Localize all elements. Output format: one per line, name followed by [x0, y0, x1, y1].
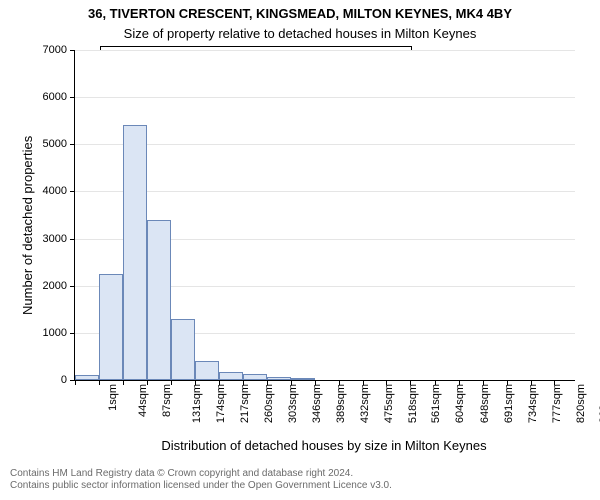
xtick-mark — [243, 380, 244, 385]
histogram-bar — [195, 361, 219, 380]
xtick-label: 734sqm — [527, 384, 539, 423]
gridline — [75, 144, 575, 145]
xtick-mark — [315, 380, 316, 385]
histogram-bar — [75, 375, 99, 380]
histogram-bar — [123, 125, 147, 380]
xtick-mark — [99, 380, 100, 385]
ytick-label: 1000 — [43, 327, 67, 339]
xtick-mark — [171, 380, 172, 385]
xtick-label: 174sqm — [215, 384, 227, 423]
xtick-mark — [195, 380, 196, 385]
xtick-mark — [363, 380, 364, 385]
ytick-mark — [70, 50, 75, 51]
ytick-mark — [70, 333, 75, 334]
xtick-label: 604sqm — [455, 384, 467, 423]
xtick-mark — [291, 380, 292, 385]
xtick-label: 303sqm — [287, 384, 299, 423]
xtick-label: 260sqm — [263, 384, 275, 423]
chart-title-sub: Size of property relative to detached ho… — [0, 26, 600, 41]
ytick-label: 6000 — [43, 91, 67, 103]
histogram-bar — [243, 374, 267, 380]
chart-container: 36, TIVERTON CRESCENT, KINGSMEAD, MILTON… — [0, 0, 600, 500]
xtick-label: 131sqm — [191, 384, 203, 423]
xtick-mark — [123, 380, 124, 385]
xtick-label: 44sqm — [137, 384, 149, 417]
histogram-bar — [147, 220, 171, 380]
xtick-mark — [75, 380, 76, 385]
y-axis-label: Number of detached properties — [20, 136, 35, 315]
xtick-label: 432sqm — [359, 384, 371, 423]
ytick-label: 2000 — [43, 280, 67, 292]
xtick-label: 1sqm — [107, 384, 119, 411]
xtick-label: 346sqm — [311, 384, 323, 423]
ytick-label: 4000 — [43, 185, 67, 197]
ytick-label: 5000 — [43, 138, 67, 150]
histogram-bar — [171, 319, 195, 380]
ytick-mark — [70, 144, 75, 145]
xtick-mark — [507, 380, 508, 385]
histogram-bar — [99, 274, 123, 380]
xtick-label: 87sqm — [161, 384, 173, 417]
xtick-mark — [267, 380, 268, 385]
ytick-mark — [70, 239, 75, 240]
ytick-label: 0 — [61, 374, 67, 386]
ytick-mark — [70, 286, 75, 287]
xtick-mark — [339, 380, 340, 385]
xtick-mark — [554, 380, 555, 385]
footer-line-1: Contains HM Land Registry data © Crown c… — [10, 468, 392, 480]
ytick-label: 3000 — [43, 233, 67, 245]
xtick-mark — [435, 380, 436, 385]
ytick-mark — [70, 97, 75, 98]
xtick-label: 518sqm — [407, 384, 419, 423]
xtick-mark — [483, 380, 484, 385]
gridline — [75, 191, 575, 192]
xtick-mark — [459, 380, 460, 385]
xtick-label: 217sqm — [239, 384, 251, 423]
ytick-label: 7000 — [43, 44, 67, 56]
xtick-mark — [410, 380, 411, 385]
histogram-bar — [219, 372, 243, 380]
xtick-label: 820sqm — [575, 384, 587, 423]
xtick-mark — [531, 380, 532, 385]
xtick-label: 389sqm — [335, 384, 347, 423]
chart-title-main: 36, TIVERTON CRESCENT, KINGSMEAD, MILTON… — [0, 6, 600, 21]
xtick-mark — [219, 380, 220, 385]
xtick-label: 777sqm — [551, 384, 563, 423]
gridline — [75, 97, 575, 98]
xtick-label: 561sqm — [431, 384, 443, 423]
footer-line-2: Contains public sector information licen… — [10, 480, 392, 492]
histogram-bar — [291, 378, 315, 380]
xtick-label: 691sqm — [503, 384, 515, 423]
ytick-mark — [70, 191, 75, 192]
xtick-label: 648sqm — [479, 384, 491, 423]
histogram-bar — [267, 377, 291, 380]
x-axis-label: Distribution of detached houses by size … — [74, 438, 574, 453]
xtick-label: 475sqm — [383, 384, 395, 423]
xtick-mark — [147, 380, 148, 385]
gridline — [75, 50, 575, 51]
footer-attribution: Contains HM Land Registry data © Crown c… — [10, 468, 392, 492]
xtick-mark — [386, 380, 387, 385]
plot-area: 010002000300040005000600070001sqm44sqm87… — [74, 50, 575, 381]
